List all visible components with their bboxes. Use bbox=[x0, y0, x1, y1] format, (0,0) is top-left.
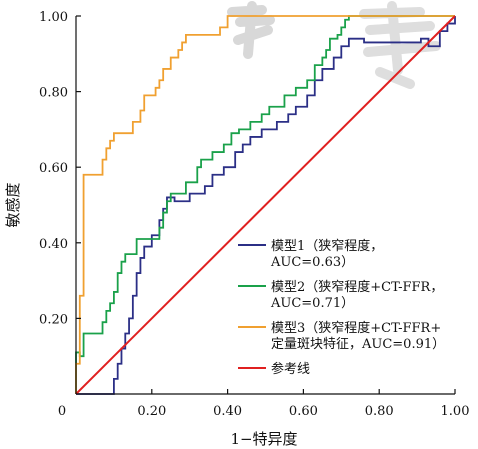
x-tick-label: 0.40 bbox=[213, 404, 242, 419]
series-line-1 bbox=[76, 16, 456, 395]
series-line-4 bbox=[75, 15, 456, 395]
legend: 模型1（狭窄程度，AUC=0.63） 模型2（狭窄程度+CT-FFR，AUC=0.… bbox=[238, 238, 445, 377]
watermark-glyph-1 bbox=[227, 1, 275, 59]
legend-label-1: AUC=0.63） bbox=[270, 255, 354, 270]
y-tick-label: 0.80 bbox=[39, 86, 68, 101]
y-tick-label: 0.60 bbox=[39, 161, 68, 176]
y-tick-label: 0.40 bbox=[39, 237, 68, 252]
series-line-3 bbox=[75, 15, 455, 394]
legend-label-2: AUC=0.71） bbox=[270, 296, 354, 311]
legend-label-4: 参考线 bbox=[271, 361, 310, 377]
series-line-2 bbox=[75, 15, 455, 394]
tick-labels: 0 0.20 0.40 0.60 0.80 1.00 0.20 0.40 0.60 0.80 1.0… bbox=[39, 10, 469, 419]
y-axis-title: 敏感度 bbox=[4, 182, 22, 227]
series-layer bbox=[75, 15, 456, 395]
x-tick-label: 0.80 bbox=[365, 404, 394, 419]
watermark-glyph-2 bbox=[359, 1, 441, 89]
legend-label-3: 定量斑块特征，AUC=0.91） bbox=[271, 337, 445, 352]
y-tick-label: 0.20 bbox=[39, 312, 68, 327]
legend-label-1: 模型1（狭窄程度， bbox=[271, 238, 383, 254]
axes bbox=[75, 15, 456, 395]
watermark bbox=[227, 1, 441, 89]
x-tick-label: 0 bbox=[58, 404, 66, 419]
x-axis-title: 1−特异度 bbox=[230, 430, 297, 448]
x-tick-label: 1.00 bbox=[441, 404, 470, 419]
x-tick-label: 0.20 bbox=[137, 404, 166, 419]
x-tick-label: 0.60 bbox=[289, 404, 318, 419]
legend-label-3: 模型3（狭窄程度+CT-FFR+ bbox=[271, 320, 441, 336]
legend-label-2: 模型2（狭窄程度+CT-FFR， bbox=[271, 279, 443, 295]
y-tick-label: 1.00 bbox=[39, 10, 68, 25]
